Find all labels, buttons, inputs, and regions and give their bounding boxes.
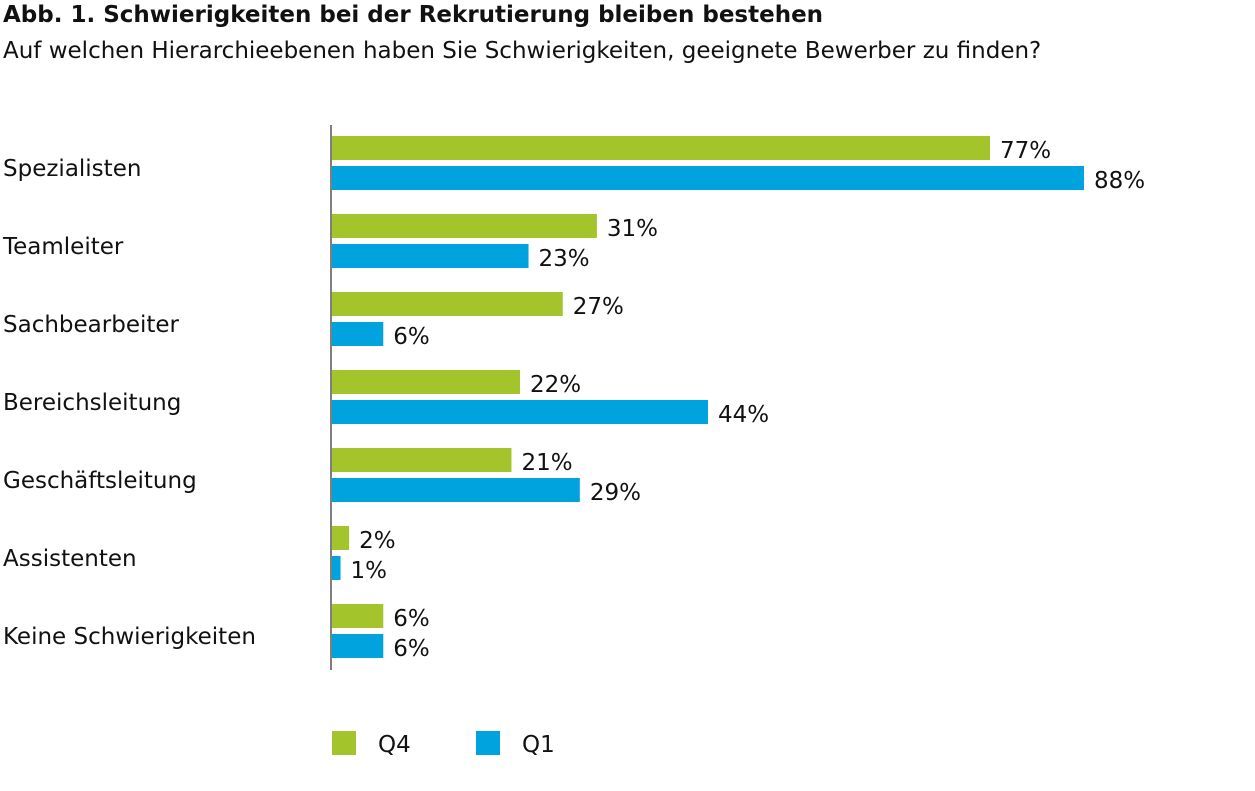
- category-label: Keine Schwierigkeiten: [3, 624, 256, 650]
- legend-label: Q1: [522, 732, 555, 758]
- bar-q4: [332, 526, 350, 550]
- category-label: Assistenten: [3, 546, 137, 572]
- data-label: 21%: [521, 450, 572, 476]
- data-label: 31%: [607, 216, 658, 242]
- data-label: 44%: [718, 402, 769, 428]
- bar-q4: [332, 292, 563, 316]
- bar-q4: [332, 370, 520, 394]
- bar-q1: [332, 400, 708, 424]
- chart-subtitle: Auf welchen Hierarchieebenen haben Sie S…: [3, 38, 1042, 64]
- category-label: Geschäftsleitung: [3, 468, 197, 494]
- data-label: 6%: [393, 324, 430, 350]
- category-label: Bereichsleitung: [3, 390, 181, 416]
- data-label: 6%: [393, 606, 430, 632]
- data-label: 22%: [530, 372, 581, 398]
- bar-q1: [332, 478, 580, 502]
- data-label: 6%: [393, 636, 430, 662]
- legend-swatch-q1: [476, 731, 500, 755]
- bar-q1: [332, 634, 384, 658]
- category-label: Sachbearbeiter: [3, 312, 180, 338]
- bar-q4: [332, 448, 512, 472]
- bar-q4: [332, 604, 384, 628]
- data-label: 77%: [1000, 138, 1051, 164]
- legend-swatch-q4: [332, 731, 356, 755]
- category-label: Spezialisten: [3, 156, 141, 182]
- data-label: 23%: [539, 246, 590, 272]
- legend-label: Q4: [378, 732, 411, 758]
- bar-q1: [332, 322, 384, 346]
- data-label: 29%: [590, 480, 641, 506]
- bar-q1: [332, 244, 529, 268]
- data-label: 1%: [351, 558, 388, 584]
- chart-title: Abb. 1. Schwierigkeiten bei der Rekrutie…: [3, 2, 824, 28]
- bar-q1: [332, 166, 1084, 190]
- category-label: Teamleiter: [2, 234, 124, 260]
- data-label: 2%: [359, 528, 396, 554]
- data-label: 88%: [1094, 168, 1145, 194]
- bar-q4: [332, 136, 990, 160]
- bar-q1: [332, 556, 341, 580]
- bar-q4: [332, 214, 597, 238]
- data-label: 27%: [573, 294, 624, 320]
